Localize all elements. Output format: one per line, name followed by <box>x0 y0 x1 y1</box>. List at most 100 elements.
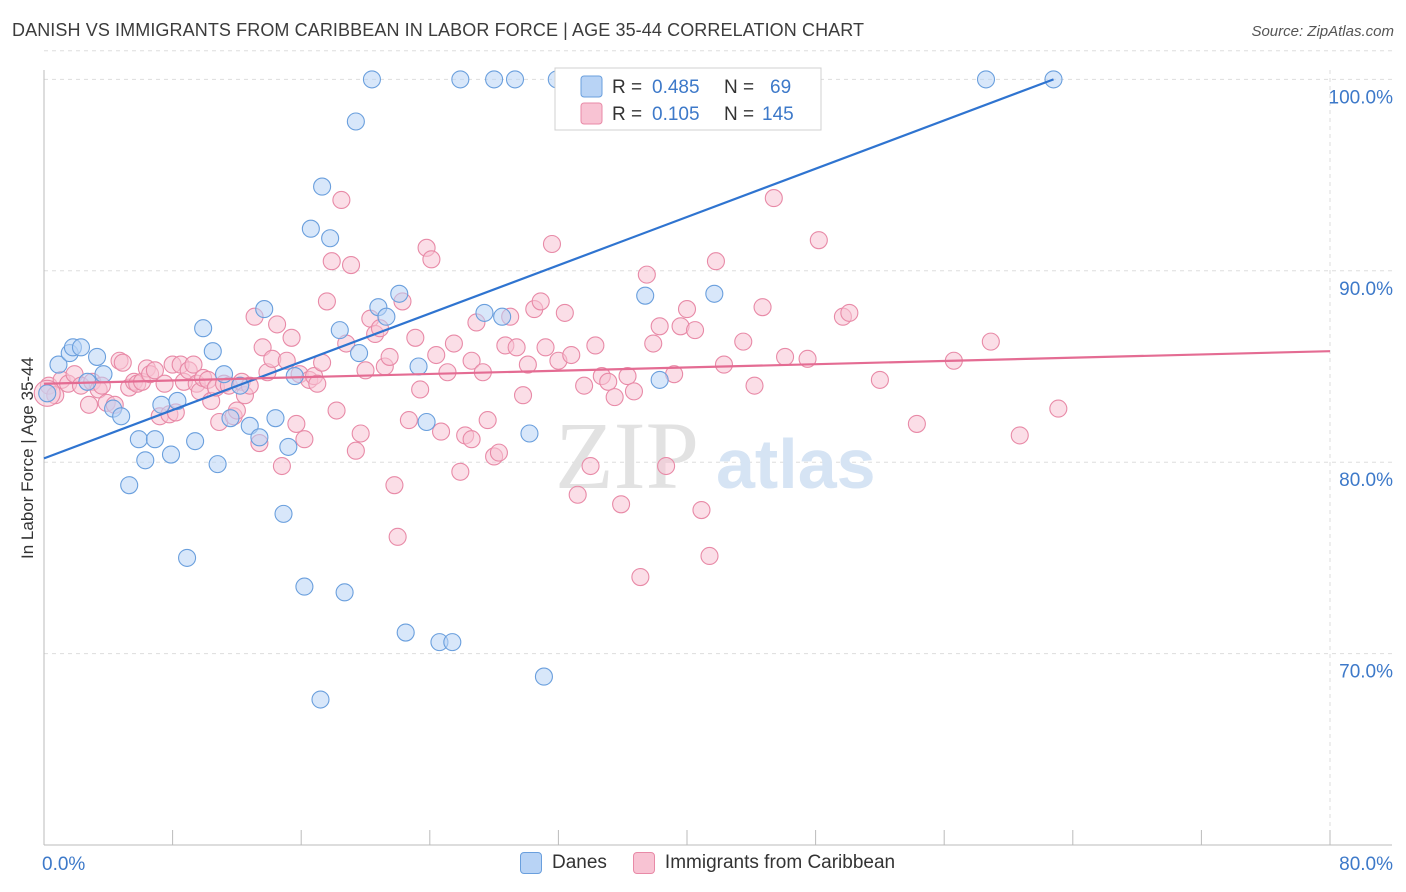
y-tick-label-100: 100.0% <box>1329 87 1394 108</box>
danes-point-51 <box>485 70 504 89</box>
danes-point-12 <box>136 451 155 470</box>
danes-point-46 <box>417 412 436 432</box>
caribbean-point-112 <box>605 388 624 407</box>
caribbean-point-141 <box>981 332 1000 351</box>
caribbean-point-132 <box>764 189 783 208</box>
legend-bottom-label-danes: Danes <box>552 852 607 873</box>
caribbean-point-107 <box>575 376 594 395</box>
danes-point-20 <box>203 342 222 361</box>
legend-item-danes: Danes <box>520 852 607 874</box>
tick-labels: 70.0% 80.0% 90.0% 100.0% 0.0% 80.0% <box>42 87 1393 875</box>
caribbean-point-66 <box>346 441 365 460</box>
caribbean-point-129 <box>734 332 753 351</box>
caribbean-point-139 <box>907 414 926 433</box>
trend-lines <box>43 78 1331 460</box>
caribbean-point-133 <box>776 347 795 366</box>
caribbean-point-142 <box>1010 426 1029 445</box>
caribbean-point-144 <box>462 430 481 449</box>
caribbean-point-98 <box>518 355 537 374</box>
caribbean-point-106 <box>568 485 587 504</box>
caribbean-point-74 <box>385 476 404 495</box>
legend-r-value-caribbean: 0.105 <box>652 104 700 125</box>
danes-point-15 <box>161 445 181 464</box>
danes-point-66 <box>976 70 996 89</box>
legend-bottom-swatch-caribbean <box>632 852 655 874</box>
danes-point-26 <box>250 428 269 447</box>
caribbean-point-130 <box>745 376 764 395</box>
danes-point-31 <box>285 367 304 386</box>
danes-point-35 <box>321 229 340 248</box>
caribbean-point-53 <box>287 414 306 433</box>
caribbean-point-96 <box>507 338 526 357</box>
caribbean-point-113 <box>612 495 631 514</box>
danes-point-39 <box>350 344 369 363</box>
caribbean-point-61 <box>322 252 341 271</box>
caribbean-point-117 <box>637 265 656 284</box>
danes-point-61 <box>636 286 655 305</box>
caribbean-point-65 <box>341 256 361 275</box>
caribbean-point-81 <box>422 250 441 269</box>
caribbean-trend-line <box>43 350 1331 385</box>
caribbean-point-20 <box>145 361 164 380</box>
caribbean-point-60 <box>317 292 336 311</box>
caribbean-point-102 <box>542 234 562 254</box>
caribbean-point-137 <box>840 303 859 322</box>
danes-point-42 <box>377 307 396 326</box>
y-tick-label-70: 70.0% <box>1339 662 1393 683</box>
danes-point-38 <box>346 112 365 131</box>
danes-point-13 <box>145 430 164 449</box>
danes-point-32 <box>295 577 314 596</box>
caribbean-point-67 <box>351 424 370 443</box>
watermark-atlas: atlas <box>716 425 876 503</box>
danes-point-1 <box>49 355 68 374</box>
danes-point-43 <box>390 284 409 303</box>
caribbean-point-108 <box>581 456 600 476</box>
legend-swatch-danes <box>580 75 603 98</box>
danes-point-23 <box>221 409 240 428</box>
danes-point-7 <box>94 365 113 384</box>
caribbean-point-83 <box>432 422 451 441</box>
danes-point-10 <box>120 476 139 495</box>
grid-lines <box>44 50 1392 845</box>
caribbean-point-22 <box>155 374 174 393</box>
danes-point-37 <box>330 321 349 340</box>
watermark: ZIP atlas <box>555 402 876 509</box>
y-axis-label: In Labor Force | Age 35-44 <box>18 357 37 559</box>
caribbean-point-58 <box>308 374 327 393</box>
caribbean-point-125 <box>692 500 711 520</box>
caribbean-point-138 <box>870 370 889 389</box>
caribbean-point-84 <box>438 363 457 382</box>
danes-point-11 <box>129 430 148 449</box>
danes-point-29 <box>274 504 293 523</box>
danes-point-52 <box>493 307 512 326</box>
danes-point-36 <box>335 583 354 602</box>
caribbean-point-79 <box>411 380 430 399</box>
caribbean-point-109 <box>586 336 605 355</box>
danes-point-44 <box>396 623 415 642</box>
legend-n-value-caribbean: 145 <box>762 104 794 125</box>
caribbean-point-128 <box>714 355 734 374</box>
danes-point-19 <box>194 319 213 338</box>
danes-point-45 <box>409 357 428 376</box>
caribbean-point-143 <box>1049 399 1068 418</box>
danes-point-40 <box>362 70 381 89</box>
caribbean-point-97 <box>513 386 533 405</box>
source-label: Source: ZipAtlas.com <box>1251 23 1394 40</box>
caribbean-point-100 <box>531 292 550 311</box>
caribbean-point-118 <box>644 334 663 353</box>
danes-point-27 <box>255 300 274 319</box>
caribbean-point-75 <box>388 527 407 546</box>
caribbean-point-104 <box>555 303 574 322</box>
caribbean-point-101 <box>536 338 555 357</box>
caribbean-point-131 <box>753 298 772 317</box>
caribbean-point-120 <box>657 456 676 476</box>
legend-r-label-danes: R = <box>612 77 642 98</box>
caribbean-point-111 <box>599 372 618 391</box>
legend-n-label-caribbean: N = <box>724 104 754 125</box>
danes-point-17 <box>178 548 197 567</box>
danes-point-34 <box>313 177 332 196</box>
caribbean-point-91 <box>478 411 497 430</box>
caribbean-point-6 <box>79 395 99 414</box>
caribbean-point-123 <box>677 300 697 319</box>
danes-point-33 <box>301 219 320 238</box>
